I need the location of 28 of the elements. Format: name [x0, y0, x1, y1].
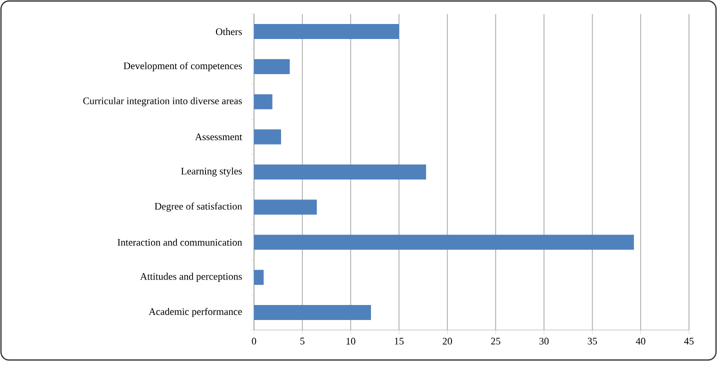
x-tick-label: 25 — [491, 338, 500, 345]
bar — [254, 94, 272, 110]
y-tick-label: Interaction and communication — [118, 238, 242, 246]
bar — [254, 164, 426, 180]
x-tick-label: 35 — [588, 338, 597, 345]
bar — [254, 270, 264, 285]
y-tick-label: Assessment — [195, 134, 242, 140]
x-tick-label: 20 — [442, 338, 452, 345]
x-tick-label: 45 — [684, 338, 694, 344]
y-tick-label: Others — [216, 28, 242, 36]
x-tick-label: 5 — [300, 338, 304, 344]
y-tick-label: Learning styles — [181, 167, 242, 177]
y-tick-label: Development of competences — [124, 62, 242, 72]
y-tick-label: Degree of satisfaction — [154, 202, 242, 212]
x-tick-label: 10 — [346, 338, 356, 345]
x-tick-label: 15 — [394, 338, 404, 344]
bar — [254, 200, 317, 215]
x-tick-label: 30 — [539, 338, 549, 345]
x-tick-label: 0 — [252, 338, 256, 345]
y-tick-label: Academic performance — [148, 308, 242, 318]
y-tick-label: Curricular integration into diverse areas — [83, 97, 242, 106]
y-tick-label: Attitudes and perceptions — [140, 272, 242, 282]
x-tick-label: 40 — [636, 338, 646, 345]
bar — [254, 59, 290, 74]
bar — [254, 234, 634, 250]
bar — [254, 24, 400, 40]
bar — [254, 129, 282, 144]
bar — [254, 304, 371, 320]
